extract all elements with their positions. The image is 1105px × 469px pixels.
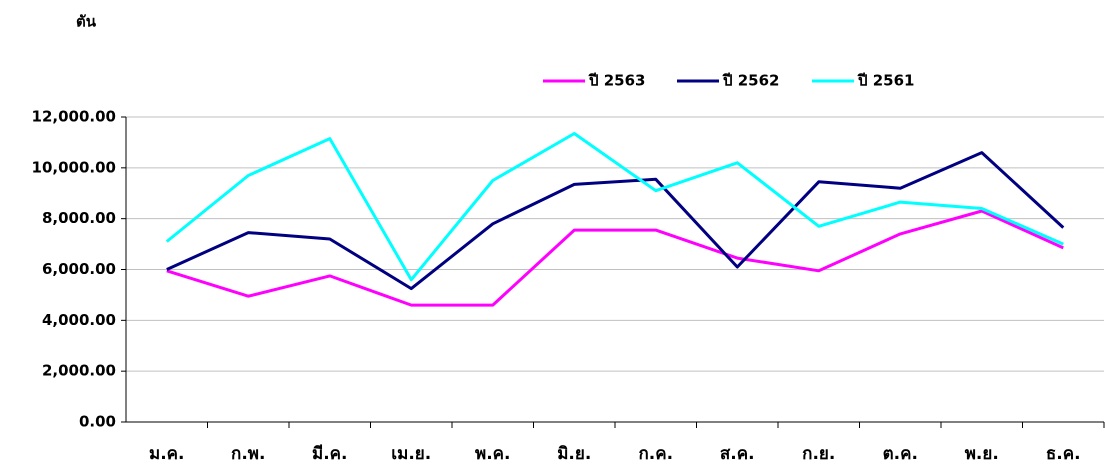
y-tick-label: 12,000.00 bbox=[32, 108, 116, 126]
x-tick-label: ก.ย. bbox=[802, 444, 835, 464]
x-tick-label: พ.ย. bbox=[965, 444, 999, 464]
y-tick-label: 4,000.00 bbox=[42, 311, 116, 329]
y-axis-label: ตัน bbox=[76, 13, 97, 31]
x-tick-label: ม.ค. bbox=[149, 444, 185, 464]
x-tick-label: เม.ย. bbox=[391, 444, 431, 464]
y-tick-label: 10,000.00 bbox=[32, 158, 116, 176]
y-tick-label: 2,000.00 bbox=[42, 362, 116, 380]
y-tick-label: 8,000.00 bbox=[42, 209, 116, 227]
y-tick-label: 0.00 bbox=[79, 413, 116, 431]
line-series bbox=[166, 209, 1064, 307]
line-series bbox=[166, 151, 1065, 291]
x-tick-label: มี.ค. bbox=[312, 443, 348, 464]
legend-label: ปี 2561 bbox=[857, 72, 914, 90]
line-series bbox=[165, 132, 1064, 282]
x-tick-label: ส.ค. bbox=[720, 444, 755, 464]
legend-label: ปี 2562 bbox=[722, 72, 779, 90]
x-tick-label: ธ.ค. bbox=[1046, 444, 1081, 464]
x-tick-label: ก.ค. bbox=[638, 444, 673, 464]
legend-label: ปี 2563 bbox=[588, 72, 645, 90]
x-tick-label: ต.ค. bbox=[883, 444, 918, 464]
x-tick-label: มิ.ย. bbox=[557, 444, 591, 464]
x-tick-label: พ.ค. bbox=[475, 444, 511, 464]
x-tick-label: ก.พ. bbox=[231, 444, 265, 464]
y-tick-label: 6,000.00 bbox=[42, 260, 116, 278]
